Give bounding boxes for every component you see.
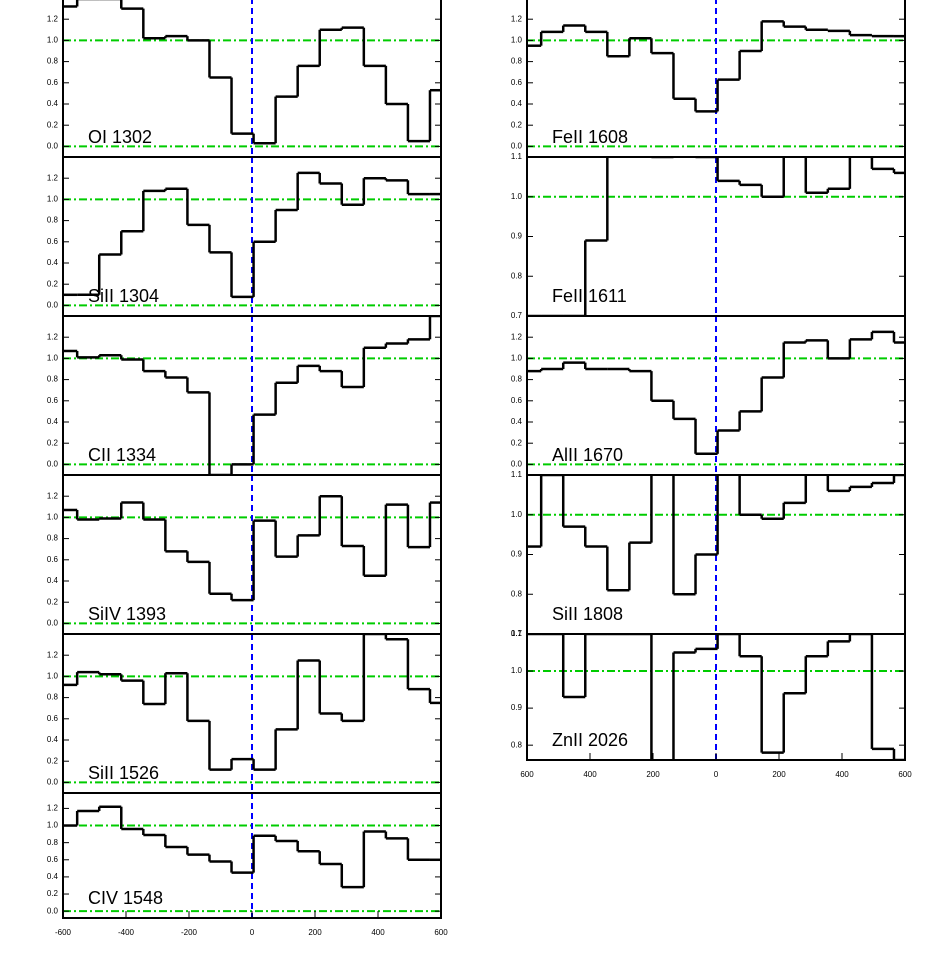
panel-frame bbox=[526, 633, 906, 761]
x-tick-label: 600 bbox=[434, 928, 448, 937]
y-tick-label: 1.0 bbox=[511, 510, 523, 519]
y-tick-label: 0.7 bbox=[511, 629, 523, 638]
x-tick-label: 200 bbox=[646, 770, 660, 779]
x-tick-label: 0 bbox=[250, 928, 255, 937]
y-tick-label: 1.0 bbox=[511, 666, 523, 675]
panel-frame bbox=[62, 792, 442, 919]
y-tick-label: 0.2 bbox=[47, 120, 59, 129]
x-tick-label: -400 bbox=[118, 928, 135, 937]
y-tick-label: 1.2 bbox=[47, 332, 59, 341]
y-tick-label: 1.2 bbox=[47, 14, 59, 23]
y-tick-label: 0.4 bbox=[47, 735, 59, 744]
panel-label: CIV 1548 bbox=[88, 888, 163, 908]
y-tick-label: 0.2 bbox=[47, 438, 59, 447]
y-tick-label: 0.8 bbox=[47, 57, 59, 66]
y-tick-label: 0.9 bbox=[511, 550, 523, 559]
panel-label: FeII 1608 bbox=[552, 127, 628, 147]
y-tick-label: 0.6 bbox=[47, 78, 59, 87]
y-tick-label: 0.2 bbox=[47, 597, 59, 606]
y-tick-label: 0.4 bbox=[47, 576, 59, 585]
x-tick-label: 200 bbox=[772, 770, 786, 779]
panel-label: CII 1334 bbox=[88, 445, 156, 465]
y-tick-label: 1.0 bbox=[47, 821, 59, 830]
y-tick-label: 0.4 bbox=[511, 99, 523, 108]
y-tick-label: 0.4 bbox=[511, 417, 523, 426]
y-tick-label: 1.0 bbox=[511, 192, 523, 201]
y-tick-label: 1.1 bbox=[511, 629, 523, 638]
y-tick-label: 0.0 bbox=[47, 142, 59, 151]
y-tick-label: 0.0 bbox=[47, 619, 59, 628]
y-tick-label: 0.9 bbox=[511, 703, 523, 712]
x-tick-label: 400 bbox=[371, 928, 385, 937]
x-tick-label: 400 bbox=[583, 770, 597, 779]
y-tick-label: 0.8 bbox=[511, 57, 523, 66]
y-tick-label: 0.8 bbox=[511, 589, 523, 598]
y-tick-label: 0.6 bbox=[47, 396, 59, 405]
y-tick-label: 1.2 bbox=[511, 14, 523, 23]
y-tick-label: 0.8 bbox=[47, 216, 59, 225]
x-tick-label: 400 bbox=[835, 770, 849, 779]
y-tick-label: 0.6 bbox=[511, 78, 523, 87]
y-tick-label: 0.8 bbox=[511, 271, 523, 280]
y-tick-label: 0.0 bbox=[47, 301, 59, 310]
panel-label: FeII 1611 bbox=[552, 286, 627, 306]
x-tick-label: 600 bbox=[520, 770, 534, 779]
y-tick-label: 1.2 bbox=[511, 332, 523, 341]
y-tick-label: 1.0 bbox=[47, 36, 59, 45]
x-tick-label: 0 bbox=[714, 770, 719, 779]
y-tick-label: 0.4 bbox=[47, 417, 59, 426]
x-tick-label: -200 bbox=[181, 928, 198, 937]
y-tick-label: 0.0 bbox=[47, 906, 59, 915]
y-tick-label: 0.2 bbox=[511, 438, 523, 447]
y-tick-label: 1.2 bbox=[47, 173, 59, 182]
y-tick-label: 1.1 bbox=[511, 152, 523, 161]
panel-label: SiII 1304 bbox=[88, 286, 159, 306]
y-tick-label: 1.2 bbox=[47, 804, 59, 813]
y-tick-label: 0.6 bbox=[47, 555, 59, 564]
panel-label: SiIV 1393 bbox=[88, 604, 166, 624]
y-tick-label: 0.8 bbox=[47, 693, 59, 702]
x-tick-label: -600 bbox=[55, 928, 72, 937]
panel-label: OI 1302 bbox=[88, 127, 152, 147]
y-tick-label: 0.9 bbox=[511, 232, 523, 241]
y-tick-label: 0.0 bbox=[511, 460, 523, 469]
panel-label: SiII 1808 bbox=[552, 604, 623, 624]
y-tick-label: 0.0 bbox=[47, 778, 59, 787]
y-tick-label: 1.0 bbox=[511, 354, 523, 363]
y-tick-label: 0.8 bbox=[47, 375, 59, 384]
y-tick-label: 0.0 bbox=[47, 460, 59, 469]
y-tick-label: 0.8 bbox=[511, 740, 523, 749]
y-tick-label: 1.0 bbox=[47, 195, 59, 204]
y-tick-label: 0.4 bbox=[47, 99, 59, 108]
y-tick-label: 0.8 bbox=[511, 375, 523, 384]
panel-label: AlII 1670 bbox=[552, 445, 623, 465]
y-tick-label: 0.2 bbox=[47, 889, 59, 898]
x-tick-label: 600 bbox=[898, 770, 912, 779]
y-tick-label: 1.0 bbox=[511, 36, 523, 45]
y-tick-label: 0.8 bbox=[47, 534, 59, 543]
y-tick-label: 0.0 bbox=[511, 142, 523, 151]
y-tick-label: 0.6 bbox=[47, 714, 59, 723]
y-tick-label: 0.2 bbox=[511, 120, 523, 129]
y-tick-label: 0.7 bbox=[511, 311, 523, 320]
y-tick-label: 0.2 bbox=[47, 279, 59, 288]
y-tick-label: 1.1 bbox=[511, 470, 523, 479]
y-tick-label: 0.6 bbox=[47, 237, 59, 246]
y-tick-label: 1.2 bbox=[47, 650, 59, 659]
y-tick-label: 0.4 bbox=[47, 258, 59, 267]
y-tick-label: 1.0 bbox=[47, 354, 59, 363]
y-tick-label: 0.2 bbox=[47, 756, 59, 765]
panel-label: SiII 1526 bbox=[88, 763, 159, 783]
y-tick-label: 0.6 bbox=[47, 855, 59, 864]
panel-label: ZnII 2026 bbox=[552, 730, 628, 750]
y-tick-label: 1.0 bbox=[47, 672, 59, 681]
y-tick-label: 1.2 bbox=[47, 491, 59, 500]
y-tick-label: 0.8 bbox=[47, 838, 59, 847]
y-tick-label: 0.4 bbox=[47, 872, 59, 881]
x-tick-label: 200 bbox=[308, 928, 322, 937]
y-tick-label: 0.6 bbox=[511, 396, 523, 405]
y-tick-label: 1.0 bbox=[47, 513, 59, 522]
